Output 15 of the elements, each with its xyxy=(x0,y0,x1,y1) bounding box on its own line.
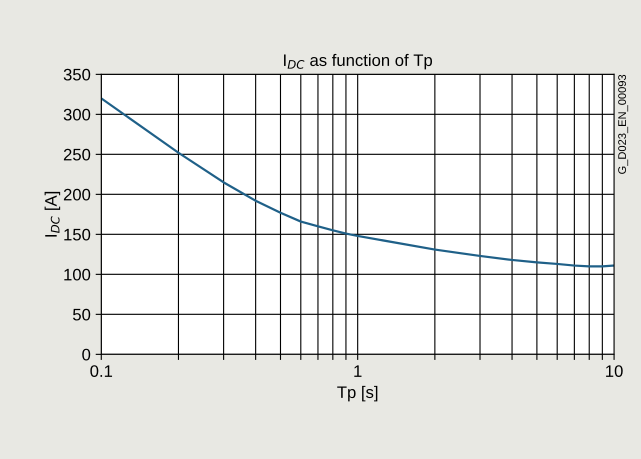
x-tick-label: 1 xyxy=(354,365,362,377)
x-axis-title: Tp [s] xyxy=(337,386,378,402)
y-tick-label: 350 xyxy=(64,68,90,81)
chart-title: I$_{DC}$ as function of Tp xyxy=(284,54,432,70)
y-tick-label: 100 xyxy=(64,268,90,281)
y-tick-label: 300 xyxy=(64,108,90,121)
x-tick-label: 0.1 xyxy=(90,365,112,378)
text: G_D023_EN_00093 xyxy=(618,74,628,174)
y-tick-label: 200 xyxy=(64,188,90,201)
x-tick-label: 10 xyxy=(606,365,623,378)
y-tick-label: 50 xyxy=(72,308,90,321)
y-tick-label: 0 xyxy=(82,348,90,361)
y-axis-title: I$_{DC}$ [A] xyxy=(44,192,60,237)
y-tick-label: 250 xyxy=(64,148,90,161)
y-tick-label: 150 xyxy=(64,228,90,241)
